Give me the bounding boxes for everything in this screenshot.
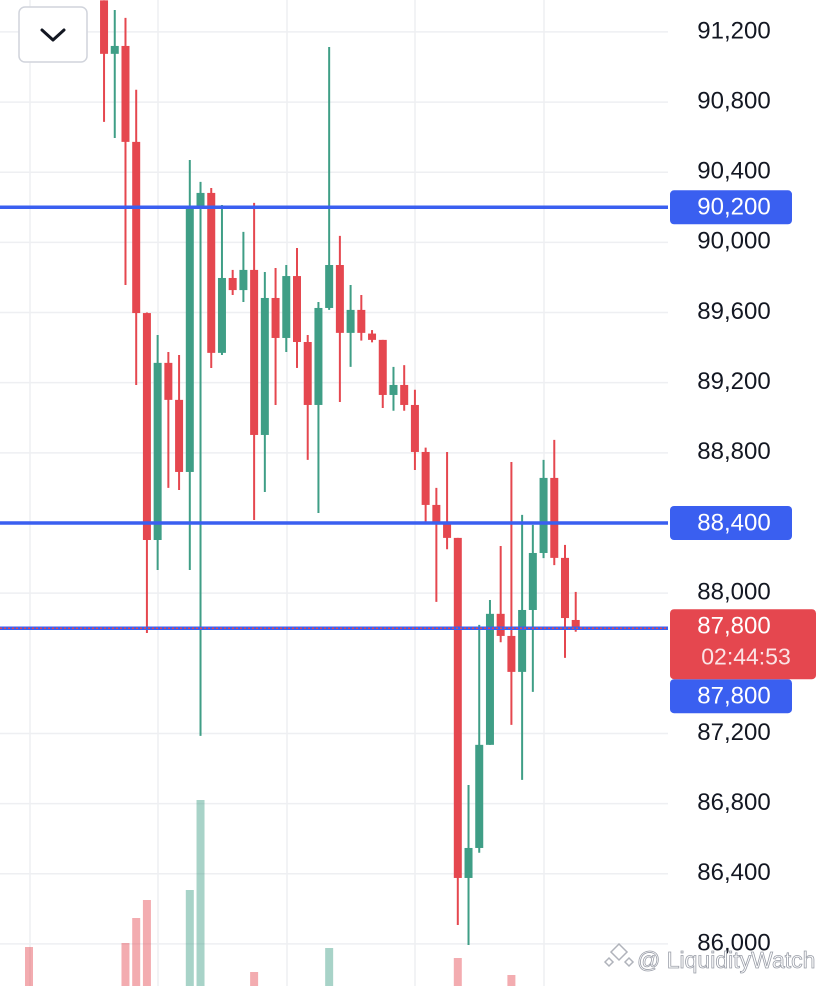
y-tick-label: 91,200 (697, 17, 770, 44)
volume-bar (453, 958, 462, 986)
candle-body (207, 192, 216, 353)
candle-body (443, 521, 452, 538)
price-labels: 90,200 88,400 87,800 87,800 02:44:53 (670, 190, 816, 714)
level-label: 88,400 (697, 509, 770, 536)
candle-body (346, 309, 355, 333)
candle-body (550, 477, 559, 558)
level-label: 90,200 (697, 194, 770, 221)
candle-body (507, 635, 516, 672)
candle-layer (100, 0, 580, 945)
candle-body (464, 847, 473, 878)
last-price-label: 87,800 (697, 613, 770, 640)
candle-body (282, 276, 291, 338)
grid (0, 0, 668, 986)
y-tick-label: 90,800 (697, 87, 770, 114)
candle-body (528, 552, 537, 610)
candle-body (260, 297, 269, 435)
watermark-text: @ LiquidityWatch (637, 947, 815, 973)
countdown-label: 02:44:53 (701, 643, 791, 669)
watermark: @ LiquidityWatch (603, 942, 816, 973)
candle-body (368, 333, 377, 340)
candle-body (335, 265, 344, 333)
level-label-box (670, 190, 792, 225)
candle-body (539, 477, 548, 553)
candle-body (314, 307, 323, 405)
candle-body (410, 404, 419, 452)
candle-body (453, 537, 462, 878)
y-tick-label: 90,400 (697, 158, 770, 185)
candle-body (132, 141, 141, 314)
y-tick-label: 86,400 (697, 859, 770, 886)
level-label-box (670, 679, 792, 714)
y-tick-label: 87,200 (697, 719, 770, 746)
volume-bar (142, 900, 151, 986)
candle-body (228, 277, 237, 291)
y-tick-label: 88,000 (697, 578, 770, 605)
candle-body (250, 269, 259, 435)
candle-body (185, 208, 194, 472)
dropdown-button[interactable] (18, 6, 88, 63)
volume-bar (185, 890, 194, 986)
candle-body (142, 313, 151, 541)
volume-bar (250, 972, 259, 986)
candle-body (389, 384, 398, 395)
y-tick-label: 89,600 (697, 298, 770, 325)
candle-body (153, 362, 162, 541)
candle-body (293, 276, 301, 342)
price-axis: 86,000 86,400 86,800 87,200 88,000 88,800 89,2… (697, 17, 770, 956)
level-layer (0, 205, 668, 630)
last-price-box (670, 609, 816, 680)
volume-layer (25, 800, 516, 986)
candle-body (325, 265, 334, 308)
volume-bar (325, 948, 334, 986)
candle-body (357, 309, 366, 333)
candle-body (121, 45, 130, 142)
candle-body (110, 45, 119, 54)
timeframe-dropdown[interactable] (18, 6, 88, 63)
candle-body (196, 192, 205, 209)
chevron-icon (40, 28, 66, 42)
candle-body (217, 277, 226, 353)
candle-body (164, 362, 173, 400)
candle-body (432, 504, 441, 522)
volume-bar (507, 975, 516, 986)
volume-bar (196, 800, 205, 986)
candle-body (421, 451, 430, 505)
level-label: 87,800 (697, 683, 770, 710)
y-tick-label: 86,000 (697, 929, 770, 956)
candle-body (100, 0, 109, 54)
candle-body (303, 341, 312, 405)
candle-body (400, 384, 409, 405)
level-label-box (670, 505, 792, 540)
y-tick-label: 88,800 (697, 438, 770, 465)
volume-bar (121, 943, 130, 986)
volume-bar (25, 947, 33, 986)
candle-body (378, 339, 387, 395)
candle-body (561, 557, 569, 619)
y-tick-label: 89,200 (697, 368, 770, 395)
volume-bar (132, 918, 141, 986)
candle-body (271, 297, 280, 338)
y-tick-label: 86,800 (697, 789, 770, 816)
candle-body (518, 609, 527, 672)
candle-body (571, 619, 580, 630)
candle-body (496, 613, 505, 636)
candle-body (485, 613, 494, 745)
candle-body (175, 399, 184, 472)
candle-body (475, 744, 484, 848)
watermark-icon (603, 942, 635, 968)
y-tick-label: 90,000 (697, 228, 770, 255)
candle-body (239, 269, 248, 291)
